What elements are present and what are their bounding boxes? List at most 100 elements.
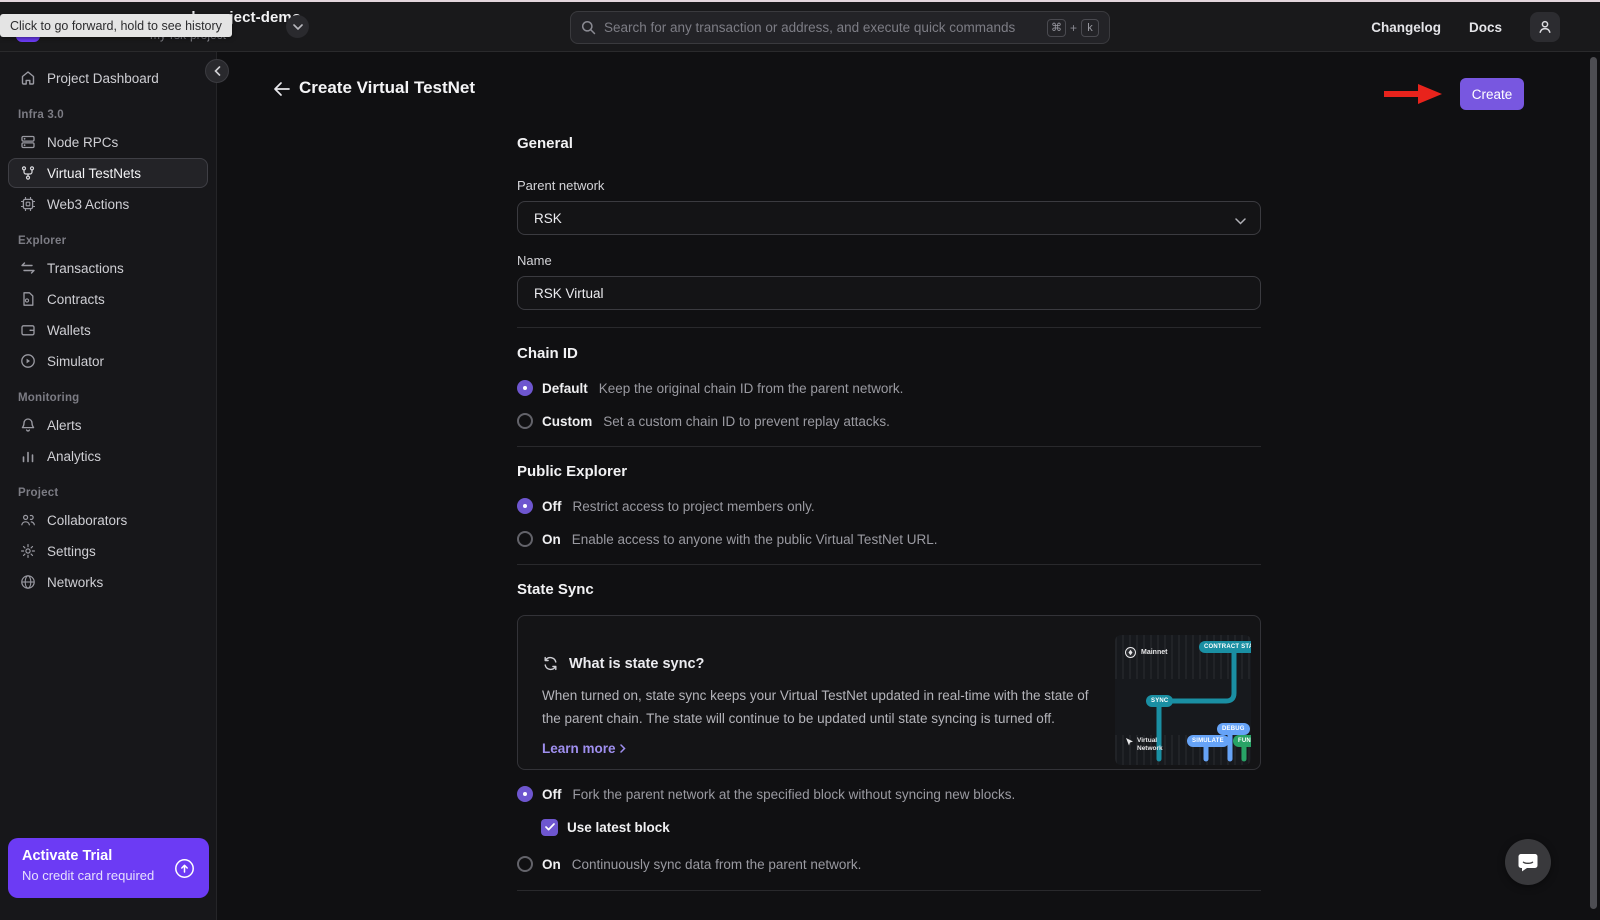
sidebar-item-contracts[interactable]: Contracts [8,284,208,314]
radio-selected-icon[interactable] [517,786,533,802]
support-chat-button[interactable] [1505,839,1551,885]
vertical-scrollbar[interactable] [1590,57,1597,909]
radio-public-explorer-on[interactable]: On Enable access to anyone with the publ… [517,531,1261,547]
sidebar-item-label: Alerts [47,417,82,433]
home-icon [19,70,36,87]
changelog-link[interactable]: Changelog [1371,19,1441,35]
section-heading-chain-id: Chain ID [517,345,578,362]
sidebar-item-label: Collaborators [47,512,128,528]
project-chevron-button[interactable] [286,15,309,38]
trial-subtitle: No credit card required [22,868,155,883]
radio-public-explorer-off[interactable]: Off Restrict access to project members o… [517,498,1261,514]
chevron-left-icon [213,66,220,76]
sidebar-item-analytics[interactable]: Analytics [8,441,208,471]
name-value: RSK Virtual [534,285,604,301]
sidebar-section-explorer: Explorer [18,235,67,247]
radio-label: Custom [542,413,593,429]
arrow-left-icon [274,82,290,96]
refresh-icon [544,656,557,671]
parent-network-select[interactable]: RSK [517,201,1261,235]
divider [517,446,1261,447]
fork-branch-icon [19,165,36,182]
back-button[interactable] [273,81,291,102]
radio-description: Restrict access to project members only. [572,498,815,514]
checkbox-label: Use latest block [567,819,670,835]
activate-trial-banner[interactable]: Activate Trial No credit card required [8,838,209,898]
section-heading-state-sync: State Sync [517,581,594,598]
sidebar-item-virtual-testnets[interactable]: Virtual TestNets [8,158,208,188]
sidebar-item-label: Simulator [47,353,105,369]
sidebar-item-label: Node RPCs [47,134,119,150]
sidebar-item-alerts[interactable]: Alerts [8,410,208,440]
create-button[interactable]: Create [1460,78,1524,110]
sidebar-item-wallets[interactable]: Wallets [8,315,208,345]
state-sync-info-card: What is state sync? When turned on, stat… [517,615,1261,770]
virtual-network-icon [1126,738,1133,746]
section-heading-general: General [517,135,573,152]
name-label: Name [517,253,552,268]
checkbox-checked-icon[interactable] [541,818,558,836]
sidebar-item-web3-actions[interactable]: Web3 Actions [8,189,208,219]
sidebar-section-infra: Infra 3.0 [18,109,64,121]
radio-label: On [542,856,561,872]
sidebar-item-collaborators[interactable]: Collaborators [8,505,208,535]
search-input[interactable] [604,20,1039,35]
sidebar-item-transactions[interactable]: Transactions [8,253,208,283]
account-button[interactable] [1530,12,1560,42]
play-circle-icon [19,353,36,370]
divider [517,327,1261,328]
sidebar-item-settings[interactable]: Settings [8,536,208,566]
sidebar-section-project: Project [18,487,59,499]
shortcut-plus: + [1069,20,1077,35]
learn-more-link[interactable]: Learn more [542,741,1260,756]
trial-title: Activate Trial [22,848,113,864]
screenshot-top-border [0,0,1600,2]
create-form: General Parent network RSK Name RSK Virt… [517,135,1261,891]
radio-selected-icon[interactable] [517,498,533,514]
parent-network-value: RSK [534,210,562,226]
radio-label: Off [542,786,562,802]
radio-unselected-icon[interactable] [517,413,533,429]
docs-link[interactable]: Docs [1468,19,1502,35]
radio-state-sync-off[interactable]: Off Fork the parent network at the speci… [517,786,1261,802]
global-search[interactable]: ⌘ + k [570,11,1110,44]
search-icon [581,20,596,35]
bell-icon [19,417,36,434]
radio-state-sync-on[interactable]: On Continuously sync data from the paren… [517,856,1261,872]
sidebar-item-label: Transactions [47,260,124,276]
debug-badge: DEBUG [1217,723,1250,735]
radio-unselected-icon[interactable] [517,856,533,872]
sidebar-item-node-rpcs[interactable]: Node RPCs [8,127,208,157]
people-icon [19,512,36,529]
chevron-right-icon [619,744,626,753]
sidebar-item-networks[interactable]: Networks [8,567,208,597]
radio-unselected-icon[interactable] [517,531,533,547]
sidebar-item-simulator[interactable]: Simulator [8,346,208,376]
name-input[interactable]: RSK Virtual [517,276,1261,310]
card-body: When turned on, state sync keeps your Vi… [542,688,1089,726]
radio-chain-id-custom[interactable]: Custom Set a custom chain ID to prevent … [517,413,1261,429]
card-title: What is state sync? [569,655,705,672]
contract-state-badge: CONTRACT STATE [1199,641,1251,653]
sidebar-section-monitoring: Monitoring [18,392,80,404]
mainnet-icon [1125,647,1136,658]
wallet-icon [19,322,36,339]
sidebar-item-label: Virtual TestNets [47,165,142,181]
sidebar: Project Dashboard Infra 3.0 Node RPCs Vi… [0,52,217,920]
sidebar-item-label: Analytics [47,448,102,464]
radio-chain-id-default[interactable]: Default Keep the original chain ID from … [517,380,1261,396]
radio-label: On [542,531,561,547]
use-latest-block-option[interactable]: Use latest block [541,818,1261,836]
sidebar-collapse-button[interactable] [205,59,229,83]
page-title: Create Virtual TestNet [299,78,476,97]
swap-arrows-icon [19,260,36,277]
sidebar-item-project-dashboard[interactable]: Project Dashboard [8,63,208,93]
server-icon [19,134,36,151]
divider [517,564,1261,565]
parent-network-label: Parent network [517,178,605,193]
sidebar-item-label: Project Dashboard [47,70,159,86]
search-shortcut: ⌘ + k [1046,18,1099,37]
simulate-badge: SIMULATE [1187,735,1229,747]
radio-description: Fork the parent network at the specified… [572,786,1016,802]
radio-selected-icon[interactable] [517,380,533,396]
